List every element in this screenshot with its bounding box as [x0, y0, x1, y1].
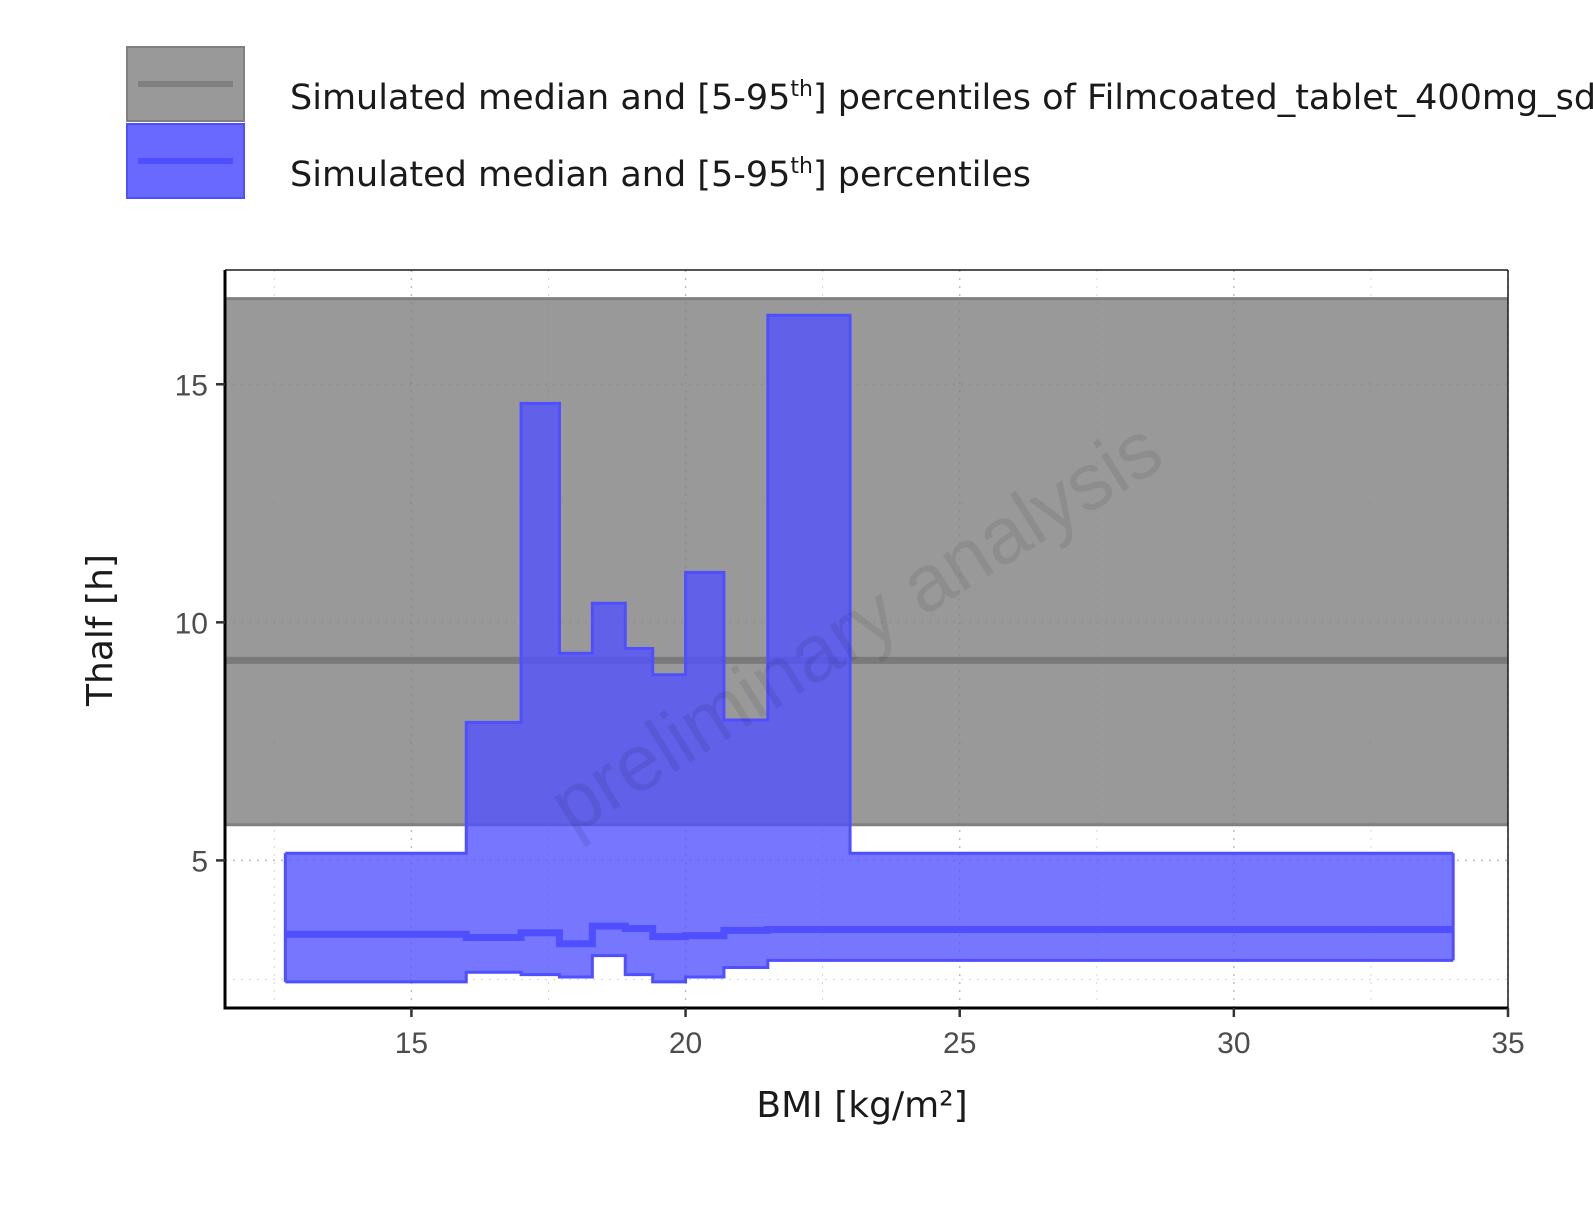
x-tick-label: 25 — [943, 1027, 976, 1060]
legend-label-reference: Simulated median and [5-95th] percentile… — [290, 77, 1593, 118]
series-median-line — [285, 922, 1454, 948]
x-tick-label: 30 — [1217, 1027, 1250, 1060]
series-range-band — [285, 315, 1454, 982]
x-tick-label: 20 — [669, 1027, 702, 1060]
series-band — [283, 313, 1455, 984]
legend-label-series: Simulated median and [5-95th] percentile… — [290, 154, 1031, 195]
legend-item-reference: Simulated median and [5-95th] percentile… — [126, 46, 1593, 122]
x-tick-label: 15 — [395, 1027, 428, 1060]
reference-band — [225, 297, 1508, 827]
reference-range-band — [225, 298, 1508, 825]
x-axis: 15 20 25 30 35 — [395, 1008, 1525, 1060]
y-tick-label: 5 — [191, 845, 208, 878]
x-tick-label: 35 — [1491, 1027, 1524, 1060]
y-axis-title: Thalf [h] — [80, 554, 121, 707]
y-axis: 5 10 15 — [175, 369, 225, 878]
legend-item-series: Simulated median and [5-95th] percentile… — [126, 123, 1031, 199]
series-p95-line — [285, 313, 1454, 855]
y-tick-label: 10 — [175, 607, 208, 640]
legend: Simulated median and [5-95th] percentile… — [126, 46, 1593, 199]
series-p5-line — [285, 954, 1454, 984]
x-axis-title: BMI [kg/m²] — [756, 1085, 967, 1126]
panel-frame — [223, 269, 1509, 1010]
y-tick-label: 15 — [175, 369, 208, 402]
